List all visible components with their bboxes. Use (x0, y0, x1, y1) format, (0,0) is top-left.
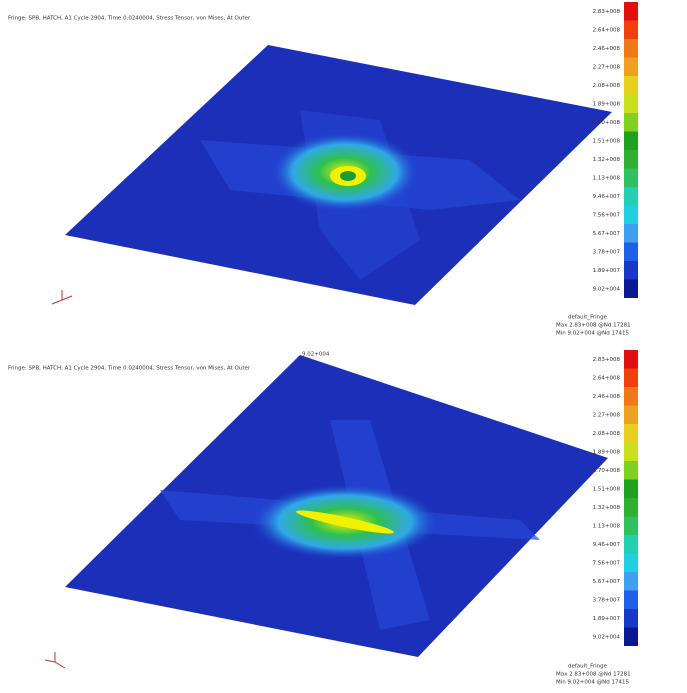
plot-title: Fringe: SPB, HATCH, A1 Cycle 2904, Time … (8, 16, 251, 22)
scale-label: 5.67+007 (593, 231, 621, 237)
screenshot: Fringe: SPB, HATCH, A1 Cycle 2904, Time … (0, 0, 687, 693)
plot-title: Fringe: SPB, HATCH, A1 Cycle 2904, Time … (8, 366, 251, 372)
color-bar-cell (624, 387, 638, 406)
scale-label: 1.51+008 (593, 486, 621, 492)
plate-top (65, 45, 612, 305)
scale-label: 2.46+008 (593, 394, 621, 400)
scale-label: 1.13+008 (593, 523, 621, 529)
color-bar-cell (624, 517, 638, 536)
color-bar-cell (624, 628, 638, 647)
color-bar-cell (624, 150, 638, 169)
color-bar-cell (624, 21, 638, 40)
color-bar-cell (624, 406, 638, 425)
scale-label: 1.32+008 (593, 157, 621, 163)
scale-label: 2.64+008 (593, 27, 621, 33)
color-bar-cell (624, 480, 638, 499)
legend-name: default_Fringe (568, 315, 608, 321)
color-bar-cell (624, 224, 638, 243)
color-bar-cell (624, 2, 638, 21)
scale-label: 2.46+008 (593, 46, 621, 52)
color-bar-cell (624, 424, 638, 443)
color-bar-cell (624, 554, 638, 573)
scale-label: 2.08+008 (593, 431, 621, 437)
scale-label: 9.46+007 (593, 194, 621, 200)
scale-label: 7.56+007 (593, 560, 621, 566)
color-bar-cell (624, 609, 638, 628)
scale-label: 1.51+008 (593, 138, 621, 144)
color-bar-cell (624, 535, 638, 554)
color-bar-cell (624, 498, 638, 517)
scale-label: 2.64+008 (593, 375, 621, 381)
color-bar-cell (624, 187, 638, 206)
scale-label: 9.02+004 (593, 286, 621, 292)
color-bar-cell (624, 132, 638, 151)
legend-name: default_Fringe (568, 664, 608, 670)
color-bar-cell (624, 95, 638, 114)
color-bar-cell (624, 369, 638, 388)
scale-label: 1.70+008 (593, 120, 621, 126)
legend-min: Min 9.02+004 @Nd 17415 (556, 680, 629, 686)
plate-bottom (65, 355, 608, 657)
overlay-label: 9.02+004 (302, 352, 330, 358)
color-bar-cell (624, 591, 638, 610)
scale-label: 2.27+008 (593, 412, 621, 418)
color-bar-cell (624, 261, 638, 280)
scale-label: 1.70+008 (593, 468, 621, 474)
color-bar-cell (624, 461, 638, 480)
color-bar-cell (624, 206, 638, 225)
color-bar-cell (624, 350, 638, 369)
legend-max: Max 2.83+008 @Nd 17281 (556, 672, 631, 678)
scale-label: 1.89+008 (593, 101, 621, 107)
scale-label: 2.83+008 (593, 357, 621, 363)
scale-label: 1.89+007 (593, 268, 621, 274)
color-bar-cell (624, 443, 638, 462)
color-bar-cell (624, 113, 638, 132)
scale-label: 2.83+008 (593, 9, 621, 15)
scale-label: 9.46+007 (593, 542, 621, 548)
legend-max: Max 2.83+008 @Nd 17281 (556, 323, 631, 329)
scale-label: 9.02+004 (593, 634, 621, 640)
legend-min: Min 9.02+004 @Nd 17415 (556, 331, 629, 337)
scale-label: 7.56+007 (593, 212, 621, 218)
color-bar-cell (624, 243, 638, 262)
color-bar-cell (624, 572, 638, 591)
color-bar-cell (624, 169, 638, 188)
color-bar-cell (624, 76, 638, 95)
scale-label: 2.27+008 (593, 64, 621, 70)
scale-label: 1.89+007 (593, 616, 621, 622)
scale-label: 2.08+008 (593, 83, 621, 89)
scale-label: 3.78+007 (593, 597, 621, 603)
scale-label: 1.13+008 (593, 175, 621, 181)
color-bar-cell (624, 39, 638, 58)
color-bar-cell (624, 280, 638, 299)
scale-label: 1.32+008 (593, 505, 621, 511)
color-bar-cell (624, 58, 638, 77)
scale-label: 5.67+007 (593, 579, 621, 585)
scale-label: 1.89+008 (593, 449, 621, 455)
axis-triad (45, 290, 72, 668)
scale-label: 3.78+007 (593, 249, 621, 255)
